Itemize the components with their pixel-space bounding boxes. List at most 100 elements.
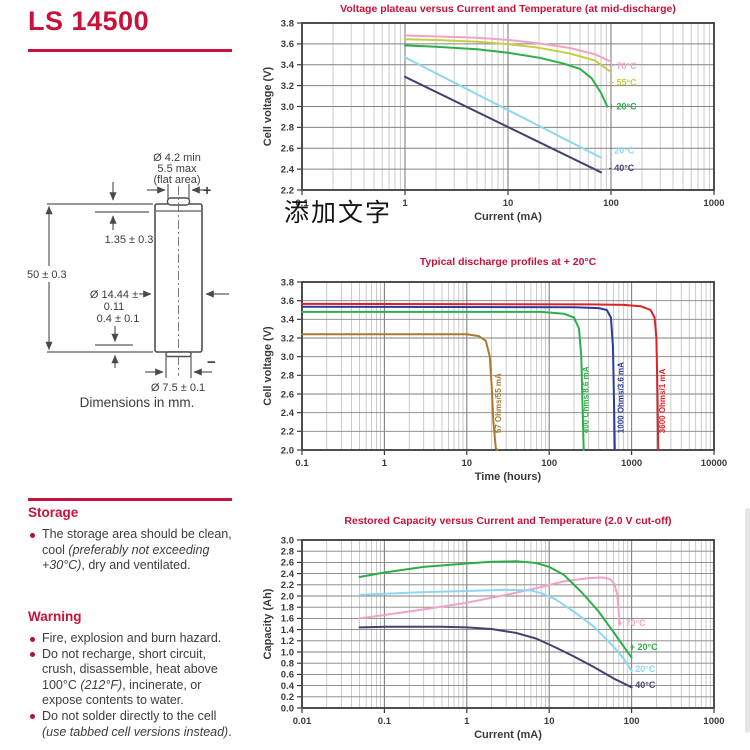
curve-label: 3600 Ohms/1 mA bbox=[658, 369, 667, 434]
svg-text:3.6: 3.6 bbox=[281, 296, 294, 307]
chart-svg: 2.0 2.2 2.4 2.6 2.8 3.0 3.2 3.4 3.6 3.8 0.1 1 10 100 1… bbox=[262, 256, 727, 483]
battery-drawing: Ø 4.2 min 5.5 max (flat area) + 1.35 ± 0… bbox=[25, 152, 229, 410]
dim-bottom-diameter: Ø 7.5 ± 0.1 bbox=[151, 382, 205, 394]
list-item: Fire, explosion and burn hazard. bbox=[28, 631, 236, 647]
svg-text:2.2: 2.2 bbox=[281, 427, 294, 438]
chart-title: Typical discharge profiles at + 20°C bbox=[420, 256, 597, 268]
page-title: LS 14500 bbox=[28, 6, 150, 36]
svg-text:0.8: 0.8 bbox=[281, 659, 294, 670]
svg-text:1.2: 1.2 bbox=[281, 636, 294, 647]
curve-label: + 20°C bbox=[609, 102, 637, 112]
positive-terminal-sign: + bbox=[203, 182, 211, 198]
svg-text:1: 1 bbox=[464, 716, 470, 727]
chart-svg: 0.00.20.40.60.81.01.21.41.61.82.02.22.42… bbox=[262, 515, 725, 741]
svg-text:3.0: 3.0 bbox=[281, 535, 294, 546]
svg-text:0.4: 0.4 bbox=[281, 681, 295, 692]
svg-text:10000: 10000 bbox=[701, 458, 727, 469]
series-line bbox=[358, 625, 633, 689]
dimensions-note: Dimensions in mm. bbox=[80, 395, 195, 410]
svg-text:3.2: 3.2 bbox=[281, 333, 294, 344]
svg-text:2.0: 2.0 bbox=[281, 445, 294, 456]
svg-text:0.01: 0.01 bbox=[293, 716, 312, 727]
series-line bbox=[404, 34, 612, 63]
list-item: Do not recharge, short circuit, crush, d… bbox=[28, 647, 236, 709]
y-axis-label: Cell voltage (V) bbox=[262, 66, 274, 146]
series-line bbox=[404, 44, 609, 108]
curve-label: + 70°C bbox=[618, 618, 646, 628]
svg-text:0.1: 0.1 bbox=[378, 716, 392, 727]
svg-text:2.6: 2.6 bbox=[281, 389, 294, 400]
series-line bbox=[358, 588, 633, 672]
series-line bbox=[404, 38, 612, 74]
dim-flat-area-line3: (flat area) bbox=[153, 174, 200, 186]
svg-text:100: 100 bbox=[603, 198, 619, 209]
svg-text:1000: 1000 bbox=[703, 198, 724, 209]
x-axis-label: Time (hours) bbox=[475, 471, 542, 483]
svg-text:10: 10 bbox=[544, 716, 555, 727]
storage-section: Storage The storage area should be clean… bbox=[28, 505, 236, 574]
svg-text:1: 1 bbox=[402, 198, 408, 209]
svg-text:2.6: 2.6 bbox=[281, 144, 294, 155]
svg-text:1000: 1000 bbox=[703, 716, 724, 727]
curve-label: - 20°C bbox=[609, 145, 635, 155]
chart-voltage-plateau: 2.2 2.4 2.6 2.8 3.0 3.2 3.4 3.6 3.8 0.1 1 10 100 1000… bbox=[260, 0, 750, 240]
y-axis-label: Cell voltage (V) bbox=[262, 326, 274, 406]
svg-text:2.2: 2.2 bbox=[281, 185, 294, 196]
warning-heading: Warning bbox=[28, 609, 82, 624]
battery-dimension-diagram: Ø 4.2 min 5.5 max (flat area) + 1.35 ± 0… bbox=[25, 148, 260, 410]
curve-label: + 55°C bbox=[609, 78, 637, 88]
svg-text:1.4: 1.4 bbox=[281, 625, 295, 636]
x-axis-label: Current (mA) bbox=[474, 729, 542, 741]
svg-text:1.0: 1.0 bbox=[281, 647, 294, 658]
watermark-text: 添加文字 bbox=[284, 199, 393, 227]
svg-text:0.1: 0.1 bbox=[295, 198, 309, 209]
storage-heading: Storage bbox=[28, 505, 79, 520]
dim-flat-area-line1: Ø 4.2 min bbox=[153, 152, 201, 164]
svg-text:3.0: 3.0 bbox=[281, 102, 294, 113]
chart-title: Voltage plateau versus Current and Tempe… bbox=[340, 3, 676, 15]
svg-text:1000: 1000 bbox=[621, 458, 642, 469]
svg-text:3.0: 3.0 bbox=[281, 352, 294, 363]
svg-text:2.0: 2.0 bbox=[281, 591, 294, 602]
svg-text:2.4: 2.4 bbox=[281, 164, 295, 175]
svg-text:3.2: 3.2 bbox=[281, 81, 294, 92]
chart-restored-capacity: 0.0 0.2 0.4 0.6 0.8 1.0 1.2 1.4 1.6 1.8 2.0 2.2 2.4 2… bbox=[260, 512, 750, 750]
svg-text:1.8: 1.8 bbox=[281, 603, 294, 614]
series-line bbox=[301, 302, 660, 451]
divider-rule-middle bbox=[28, 498, 232, 501]
chart-svg: 2.2 2.4 2.6 2.8 3.0 3.2 3.4 3.6 3.8 0.1 1 10 100 1000… bbox=[262, 3, 725, 223]
divider-rule-top bbox=[28, 49, 232, 52]
svg-text:0.2: 0.2 bbox=[281, 692, 294, 703]
svg-text:2.2: 2.2 bbox=[281, 580, 294, 591]
y-axis-label: Capacity (Ah) bbox=[262, 588, 274, 659]
curve-label: 57 Ohms/55 mA bbox=[494, 373, 503, 433]
series-line bbox=[301, 310, 585, 451]
negative-terminal-sign: − bbox=[207, 354, 216, 371]
svg-text:1: 1 bbox=[382, 458, 388, 469]
curve-label: - 40°C bbox=[630, 680, 656, 690]
warning-list: Fire, explosion and burn hazard. Do not r… bbox=[28, 631, 236, 740]
curve-label: 400 Ohms/8.6 mA bbox=[582, 366, 591, 433]
svg-text:100: 100 bbox=[541, 458, 557, 469]
list-item: The storage area should be clean, cool (… bbox=[28, 527, 236, 574]
dim-height: 50 ± 0.3 bbox=[27, 269, 67, 281]
dim-body-diameter-line1: Ø 14.44 ± bbox=[90, 289, 138, 301]
series-line bbox=[301, 305, 616, 451]
svg-text:2.8: 2.8 bbox=[281, 371, 294, 382]
curve-label: + 20°C bbox=[630, 642, 658, 652]
warning-section: Warning Fire, explosion and burn hazard.… bbox=[28, 609, 236, 740]
dim-flat-area-line2: 5.5 max bbox=[157, 163, 197, 175]
series-line bbox=[404, 56, 602, 159]
series-line bbox=[358, 576, 621, 625]
svg-text:3.8: 3.8 bbox=[281, 277, 294, 288]
dim-bottom-offset: 0.4 ± 0.1 bbox=[97, 313, 140, 325]
svg-text:0.0: 0.0 bbox=[281, 703, 294, 714]
svg-text:3.6: 3.6 bbox=[281, 39, 294, 50]
svg-text:10: 10 bbox=[462, 458, 473, 469]
svg-text:2.8: 2.8 bbox=[281, 547, 294, 558]
curve-label: 1000 Ohms/3.6 mA bbox=[617, 362, 626, 433]
x-axis-label: Current (mA) bbox=[474, 211, 542, 223]
page-edge-artifact bbox=[745, 508, 750, 733]
chart-discharge-profiles: 2.0 2.2 2.4 2.6 2.8 3.0 3.2 3.4 3.6 3.8 0.1 1 10 100 1… bbox=[260, 253, 750, 490]
svg-text:0.6: 0.6 bbox=[281, 670, 294, 681]
